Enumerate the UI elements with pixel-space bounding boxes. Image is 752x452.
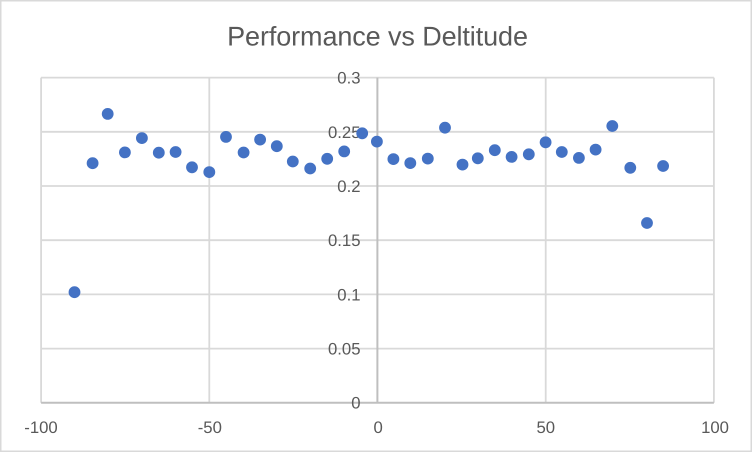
svg-text:-50: -50	[198, 418, 222, 437]
svg-text:0.15: 0.15	[328, 231, 360, 250]
svg-text:50: 50	[536, 418, 555, 437]
svg-text:0.25: 0.25	[328, 123, 360, 142]
svg-text:0.1: 0.1	[337, 285, 360, 304]
svg-text:0.2: 0.2	[337, 177, 360, 196]
svg-text:0: 0	[374, 418, 383, 437]
svg-text:-100: -100	[24, 418, 57, 437]
svg-text:0.05: 0.05	[328, 340, 360, 359]
svg-text:Performance vs Deltitude: Performance vs Deltitude	[227, 22, 528, 52]
svg-text:100: 100	[701, 418, 729, 437]
svg-text:0.3: 0.3	[337, 69, 360, 88]
svg-text:0: 0	[351, 394, 360, 413]
